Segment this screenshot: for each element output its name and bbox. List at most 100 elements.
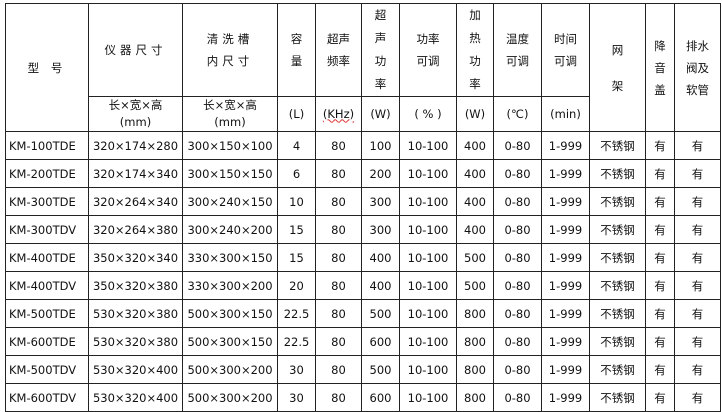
cell-capacity: 10 — [277, 187, 316, 216]
cell-model: KM-200TDE — [5, 159, 89, 188]
header-line: 可调 — [554, 54, 577, 68]
header-line: 时间 — [554, 32, 577, 46]
header-line: 容 — [290, 32, 303, 46]
header-device-size-label: 仪器尺寸 — [104, 43, 167, 57]
header-line: 可调 — [416, 54, 440, 68]
cell-power-adjust: 10-100 — [399, 271, 457, 300]
cell-temp-adjust: 0-80 — [493, 215, 542, 244]
cell-lid: 有 — [645, 131, 675, 160]
cell-frequency: 80 — [315, 159, 362, 188]
cell-time-adjust: 1-999 — [541, 355, 590, 384]
cell-model: KM-400TDE — [5, 243, 89, 272]
cell-power-adjust: 10-100 — [399, 299, 457, 328]
cell-capacity: 30 — [277, 383, 316, 412]
cell-device-size: 350×320×340 — [88, 243, 183, 272]
cell-model: KM-300TDE — [5, 187, 89, 216]
header-capacity: 容量 — [277, 3, 316, 97]
cell-time-adjust: 1-999 — [541, 327, 590, 356]
cell-device-size: 320×264×380 — [88, 215, 183, 244]
cell-time-adjust: 1-999 — [541, 131, 590, 160]
cell-basket: 不锈钢 — [589, 187, 646, 216]
cell-time-adjust: 1-999 — [541, 243, 590, 272]
cell-tank-size: 330×300×200 — [182, 271, 278, 300]
cell-power-adjust: 10-100 — [399, 243, 457, 272]
cell-device-size: 530×320×380 — [88, 327, 183, 356]
cell-ultrasonic-power: 200 — [361, 159, 400, 188]
cell-drain: 有 — [674, 271, 721, 300]
header-line: 软管 — [686, 82, 709, 97]
unit-power-adjust: ( % ) — [399, 96, 457, 132]
unit-frequency: (KHz) — [315, 96, 362, 132]
table-row: KM-400TDE 350×320×340 330×300×150 15 80 400 10… — [5, 243, 721, 272]
table-row: KM-600TDV 530×320×400 500×300×200 30 80 600 10… — [5, 383, 721, 412]
unit-device-size: 长×宽×高 (mm) — [88, 96, 183, 132]
cell-drain: 有 — [674, 215, 721, 244]
unit-line: 长×宽×高 — [108, 98, 163, 112]
header-line: 阀及 — [686, 60, 709, 75]
cell-basket: 不锈钢 — [589, 271, 646, 300]
unit-row: 长×宽×高 (mm) 长×宽×高 (mm) (L) (KHz) (W) ( % ) … — [6, 96, 721, 132]
cell-ultrasonic-power: 600 — [361, 383, 400, 412]
cell-temp-adjust: 0-80 — [493, 131, 542, 160]
header-line: 降 — [654, 38, 666, 53]
cell-ultrasonic-power: 100 — [361, 131, 400, 160]
cell-lid: 有 — [645, 187, 675, 216]
header-line: 率 — [469, 77, 481, 91]
cell-lid: 有 — [645, 243, 675, 272]
cell-tank-size: 330×300×150 — [182, 243, 278, 272]
header-line: 架 — [611, 78, 624, 93]
header-temp-adjust: 温度 可调 — [493, 3, 542, 97]
cell-model: KM-300TDV — [5, 215, 89, 244]
header-time-adjust: 时间 可调 — [541, 3, 590, 97]
cell-temp-adjust: 0-80 — [493, 327, 542, 356]
cell-power-adjust: 10-100 — [399, 159, 457, 188]
cell-temp-adjust: 0-80 — [493, 187, 542, 216]
cell-frequency: 80 — [315, 299, 362, 328]
cell-tank-size: 300×150×150 — [182, 159, 278, 188]
cell-lid: 有 — [645, 355, 675, 384]
cell-temp-adjust: 0-80 — [493, 243, 542, 272]
cell-tank-size: 500×300×200 — [182, 355, 278, 384]
cell-device-size: 530×320×400 — [88, 355, 183, 384]
cell-model: KM-400TDV — [5, 271, 89, 300]
cell-power-adjust: 10-100 — [399, 327, 457, 356]
header-drain: 排水 阀及 软管 — [674, 3, 721, 132]
cell-model: KM-100TDE — [5, 131, 89, 160]
cell-ultrasonic-power: 400 — [361, 271, 400, 300]
cell-tank-size: 500×300×150 — [182, 299, 278, 328]
header-line: 声 — [374, 31, 387, 45]
cell-model: KM-500TDV — [5, 355, 89, 384]
header-frequency: 超声 频率 — [315, 3, 362, 97]
cell-drain: 有 — [674, 327, 721, 356]
cell-drain: 有 — [674, 131, 721, 160]
unit-ultrasonic-power: (W) — [361, 96, 400, 132]
table-row: KM-500TDV 530×320×400 500×300×200 30 80 500 10… — [5, 355, 721, 384]
header-line: 热 — [469, 31, 481, 45]
header-line: 温度 — [506, 32, 529, 46]
cell-time-adjust: 1-999 — [541, 187, 590, 216]
header-heating-power: 加热功率 — [456, 3, 494, 97]
header-line: 功率 — [416, 32, 440, 46]
cell-frequency: 80 — [315, 271, 362, 300]
unit-capacity: (L) — [277, 96, 316, 132]
unit-temp-adjust: (℃) — [493, 96, 542, 132]
cell-temp-adjust: 0-80 — [493, 355, 542, 384]
header-row: 型 号 仪器尺寸 清洗槽 内尺寸 容量 超声 频率 超声功率 功率 可调 加热功率 温… — [5, 3, 721, 132]
cell-device-size: 320×174×340 — [88, 159, 183, 188]
cell-heating-power: 500 — [456, 243, 494, 272]
header-line: 音 — [654, 60, 666, 75]
cell-device-size: 320×264×340 — [88, 187, 183, 216]
cell-heating-power: 400 — [456, 159, 494, 188]
cell-heating-power: 800 — [456, 299, 494, 328]
cell-drain: 有 — [674, 243, 721, 272]
header-line: 率 — [374, 77, 387, 91]
cell-frequency: 80 — [315, 383, 362, 412]
header-tank-size: 清洗槽 内尺寸 — [182, 3, 278, 97]
cell-heating-power: 400 — [456, 187, 494, 216]
cell-temp-adjust: 0-80 — [493, 159, 542, 188]
cell-power-adjust: 10-100 — [399, 383, 457, 412]
header-lid: 降音盖 — [645, 3, 675, 132]
header-line: 功 — [374, 54, 387, 68]
table-row: KM-100TDE 320×174×280 300×150×100 4 80 100 10-… — [5, 131, 721, 160]
header-line: 盖 — [654, 82, 666, 97]
